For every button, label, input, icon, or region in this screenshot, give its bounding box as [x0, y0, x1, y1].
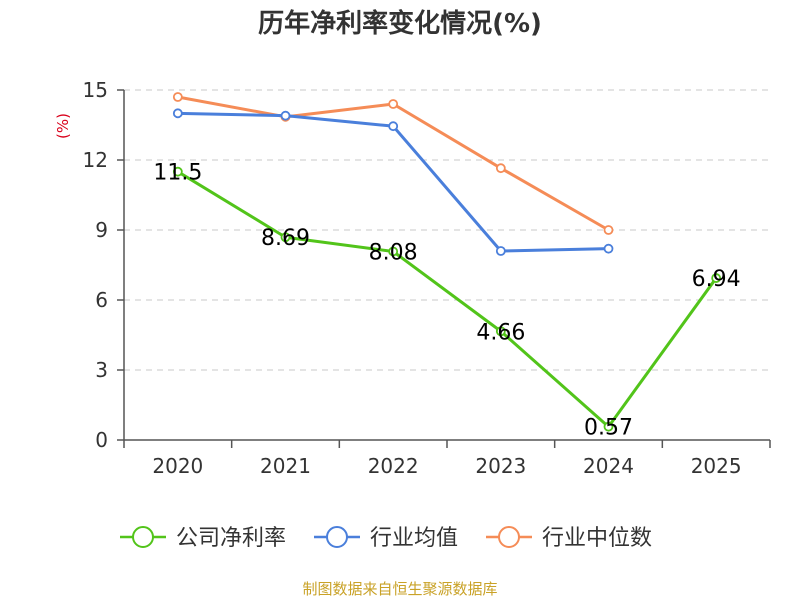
- legend-item: 行业中位数: [486, 526, 652, 551]
- data-labels: 11.5 8.69 8.08 4.66 0.57 6.94: [153, 161, 740, 441]
- source-footer: 制图数据来自恒生聚源数据库: [302, 580, 497, 598]
- data-point: [280, 110, 291, 121]
- series-line: [177, 170, 718, 429]
- data-point: [495, 163, 506, 174]
- legend-label: 行业中位数: [542, 526, 652, 551]
- legend-marker: [326, 526, 348, 548]
- y-axis-unit-label: (%): [54, 113, 72, 139]
- legend-marker: [498, 526, 520, 548]
- legend-label: 行业均值: [370, 526, 458, 551]
- data-point: [388, 121, 399, 132]
- x-tick-label: 2022: [368, 454, 419, 478]
- data-point: [172, 108, 183, 119]
- y-tick-label: 9: [95, 218, 108, 242]
- series-lines: [172, 92, 722, 432]
- x-tick-label: 2023: [475, 454, 526, 478]
- y-tick-label: 15: [83, 78, 108, 102]
- legend-marker: [132, 526, 154, 548]
- data-point: [172, 92, 183, 102]
- data-point: [603, 421, 614, 432]
- data-label: 8.08: [369, 240, 418, 265]
- legend-item: 公司净利率: [120, 526, 286, 551]
- x-tick-label: 2021: [260, 454, 311, 478]
- data-label: 4.66: [476, 320, 525, 345]
- y-tick-label: 3: [95, 358, 108, 382]
- y-tick-label: 12: [83, 148, 108, 172]
- data-point: [388, 246, 399, 257]
- data-point: [603, 225, 614, 235]
- data-label: 0.57: [584, 416, 633, 441]
- legend: 公司净利率 行业均值 行业中位数: [120, 526, 652, 551]
- legend-label: 公司净利率: [176, 526, 286, 551]
- x-tick-label: 2024: [583, 454, 634, 478]
- legend-item: 行业均值: [314, 526, 458, 551]
- chart-title: 历年净利率变化情况(%): [258, 8, 542, 39]
- axes: 0 3 6 9 12 15 2020 2021 2022 2023 2024 2025: [83, 78, 771, 478]
- data-label: 8.69: [261, 226, 310, 251]
- y-tick-label: 0: [95, 428, 108, 452]
- data-point: [495, 326, 506, 337]
- data-label: 11.5: [153, 161, 202, 186]
- x-tick-label: 2020: [152, 454, 203, 478]
- grid-lines: [124, 89, 770, 371]
- y-tick-label: 6: [95, 288, 108, 312]
- data-point: [495, 246, 506, 256]
- data-point: [711, 273, 722, 283]
- data-point: [280, 232, 291, 243]
- data-point: [172, 166, 183, 177]
- data-label: 6.94: [692, 267, 741, 292]
- data-point: [603, 243, 614, 254]
- data-point: [388, 99, 399, 109]
- x-tick-label: 2025: [691, 454, 742, 478]
